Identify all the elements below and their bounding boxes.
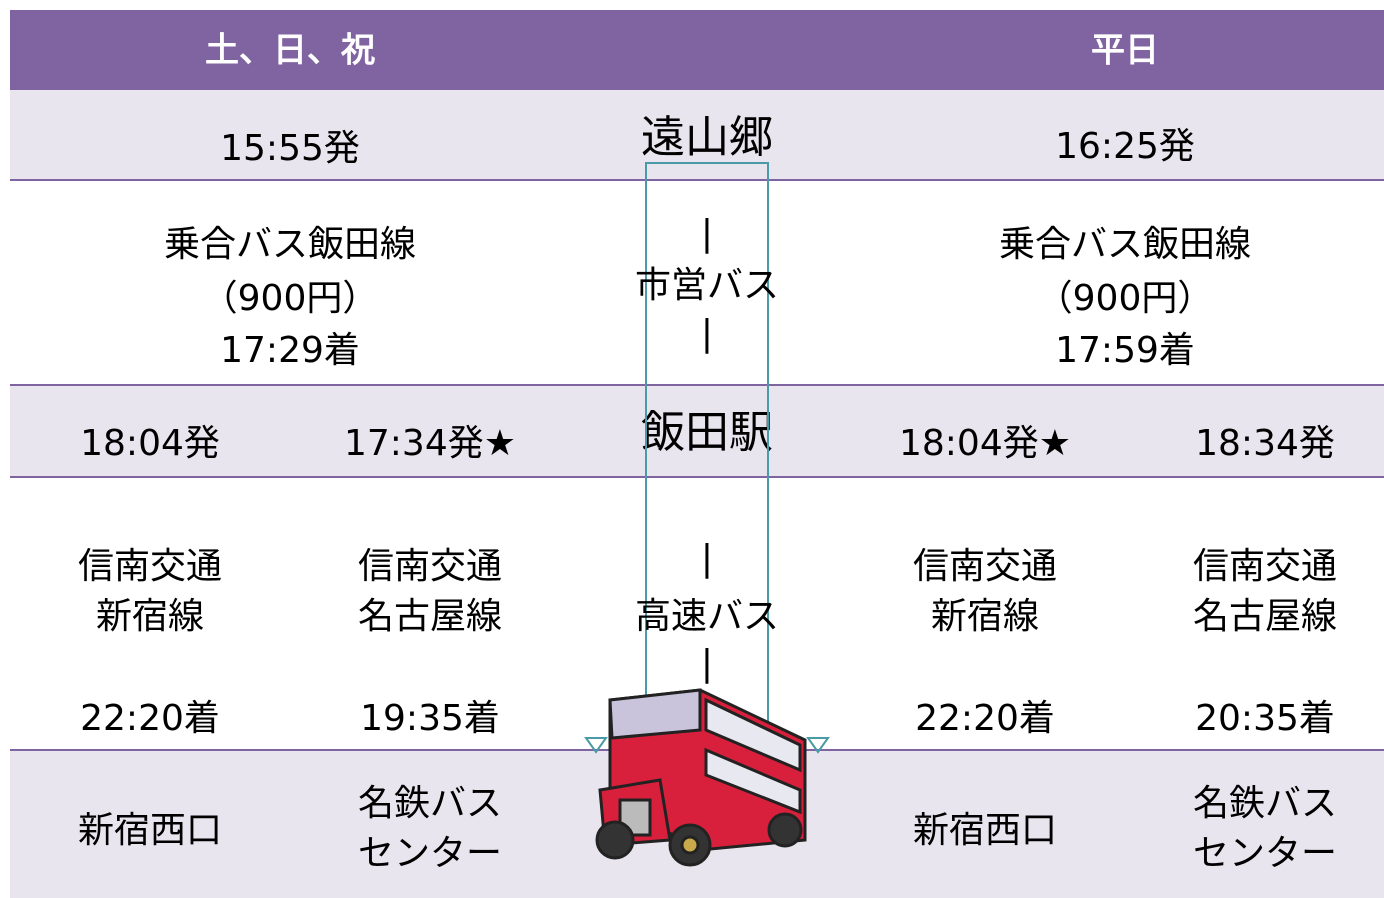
departure: 18:04発★ xyxy=(899,423,1071,464)
header-weekend: 土、日、祝 xyxy=(205,31,375,71)
fare: （900円） xyxy=(202,278,379,319)
arrival: 22:20着 xyxy=(80,698,220,739)
stop-name: 飯田駅 xyxy=(641,407,773,458)
route: 信南交通 xyxy=(913,546,1057,587)
bus-illustration xyxy=(595,688,807,867)
route: 信南交通 xyxy=(78,546,222,587)
route: 新宿線 xyxy=(931,596,1039,637)
header-weekday: 平日 xyxy=(1091,31,1159,71)
route: 名古屋線 xyxy=(1193,596,1337,637)
route: 信南交通 xyxy=(1193,546,1337,587)
connector: | xyxy=(701,213,713,254)
arrival: 19:35着 xyxy=(360,698,500,739)
route: 信南交通 xyxy=(358,546,502,587)
row-band xyxy=(10,90,1384,180)
destination: 新宿西口 xyxy=(78,810,222,851)
arrival: 17:59着 xyxy=(1055,330,1195,371)
route: 新宿線 xyxy=(96,596,204,637)
route: 乗合バス飯田線 xyxy=(164,224,416,265)
departure: 18:34発 xyxy=(1195,423,1335,464)
destination: 新宿西口 xyxy=(913,810,1057,851)
stop-name: 遠山郷 xyxy=(641,112,773,163)
arrival: 20:35着 xyxy=(1195,698,1335,739)
mode-label: 高速バス xyxy=(635,596,779,637)
departure: 16:25発 xyxy=(1055,126,1195,167)
arrival: 22:20着 xyxy=(915,698,1055,739)
destination: センター xyxy=(1193,833,1337,874)
row-band xyxy=(10,385,1384,477)
destination: 名鉄バス xyxy=(358,783,502,824)
fare: （900円） xyxy=(1037,278,1214,319)
header-band xyxy=(10,10,1384,90)
destination: センター xyxy=(358,833,502,874)
connector: | xyxy=(701,643,713,684)
connector: | xyxy=(701,313,713,354)
connector: | xyxy=(701,538,713,579)
departure: 17:34発★ xyxy=(344,423,516,464)
route: 名古屋線 xyxy=(358,596,502,637)
arrival: 17:29着 xyxy=(220,330,360,371)
mode-label: 市営バス xyxy=(635,265,779,306)
destination: 名鉄バス xyxy=(1193,783,1337,824)
departure: 15:55発 xyxy=(220,128,360,169)
departure: 18:04発 xyxy=(80,423,220,464)
route: 乗合バス飯田線 xyxy=(999,224,1251,265)
